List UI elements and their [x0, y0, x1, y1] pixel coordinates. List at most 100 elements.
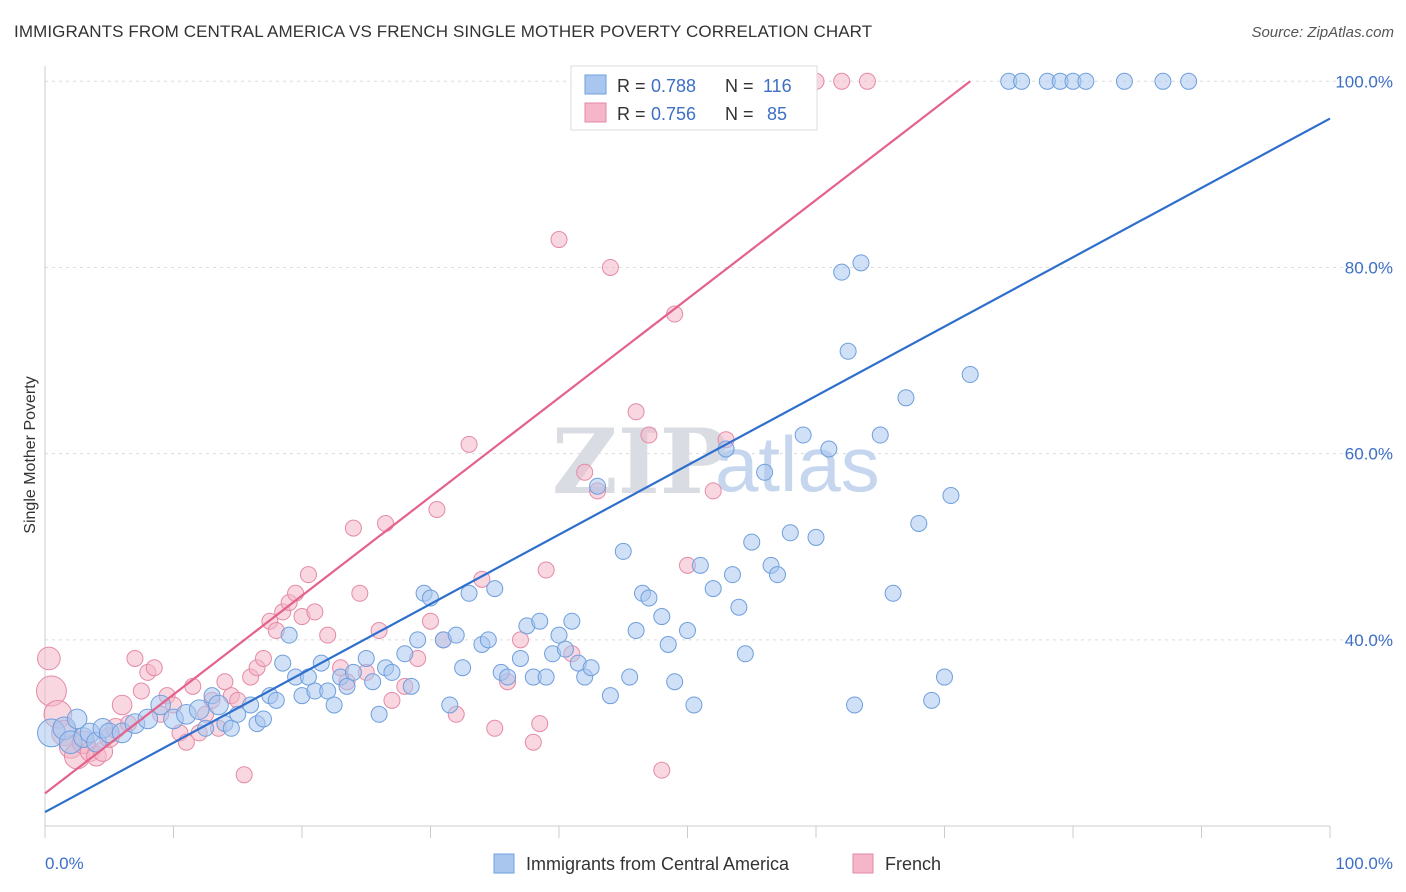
point-french — [524, 733, 542, 751]
point-central-america — [222, 719, 240, 737]
point-central-america — [1013, 72, 1031, 90]
point-central-america — [550, 626, 568, 644]
point-central-america — [884, 584, 902, 602]
point-central-america — [460, 584, 478, 602]
point-central-america — [833, 263, 851, 281]
point-central-america — [267, 691, 285, 709]
grid — [45, 80, 1392, 641]
chart-title: IMMIGRANTS FROM CENTRAL AMERICA VS FRENC… — [14, 22, 873, 41]
point-central-america — [653, 608, 671, 626]
y-tick-labels: 40.0% 60.0% 80.0% 100.0% — [1335, 72, 1393, 650]
point-french — [640, 426, 658, 444]
point-central-america — [942, 487, 960, 505]
stats-legend-swatch-blue — [584, 74, 607, 95]
point-french — [111, 694, 133, 716]
point-central-america — [807, 528, 825, 546]
point-central-america — [936, 668, 953, 686]
y-tick-label: 60.0% — [1345, 445, 1393, 464]
point-central-america — [820, 440, 838, 458]
point-french — [422, 612, 439, 630]
point-central-america — [531, 612, 549, 630]
point-central-america — [454, 659, 472, 677]
point-central-america — [736, 645, 754, 663]
point-central-america — [370, 705, 388, 723]
point-central-america — [923, 691, 941, 709]
point-central-america — [556, 640, 574, 658]
point-french — [145, 659, 163, 677]
watermark-zip: ZIP — [552, 409, 727, 515]
point-central-america — [208, 694, 229, 716]
x-tick-label-end: 100.0% — [1335, 854, 1393, 873]
point-central-america — [1180, 72, 1198, 90]
point-french — [537, 561, 555, 579]
point-central-america — [357, 649, 375, 667]
point-central-america — [344, 663, 362, 681]
point-central-america — [589, 477, 607, 495]
y-tick-label: 40.0% — [1345, 631, 1393, 650]
point-central-america — [621, 668, 639, 686]
point-central-america — [666, 673, 684, 691]
point-french — [833, 72, 851, 90]
point-central-america — [402, 677, 420, 695]
point-central-america — [1154, 72, 1172, 90]
stats-legend-box — [570, 65, 818, 131]
point-french — [344, 519, 362, 537]
point-french — [550, 231, 568, 249]
y-tick-label: 100.0% — [1335, 72, 1393, 91]
point-central-america — [601, 687, 619, 705]
point-central-america — [679, 622, 696, 640]
point-french — [37, 646, 61, 671]
point-french — [126, 649, 144, 667]
point-central-america — [685, 696, 703, 714]
trend-line-central-america — [44, 117, 1331, 814]
point-french — [306, 603, 324, 621]
x-tick-labels: 0.0% 100.0% — [45, 854, 1393, 873]
legend-swatch-french — [852, 853, 874, 874]
point-central-america — [511, 649, 529, 667]
point-french — [627, 403, 645, 421]
point-central-america — [723, 566, 741, 584]
point-central-america — [499, 668, 517, 686]
point-central-america — [188, 699, 210, 720]
point-french — [576, 463, 594, 481]
point-central-america — [846, 696, 864, 714]
point-central-america — [691, 556, 709, 574]
stats-r-label-2: R = — [617, 104, 646, 124]
point-central-america — [396, 645, 414, 663]
point-french — [216, 673, 234, 691]
point-central-america — [274, 654, 292, 672]
source-credit: Source: ZipAtlas.com — [1251, 24, 1394, 41]
point-central-america — [137, 708, 159, 730]
point-french — [653, 761, 671, 779]
point-french — [235, 766, 253, 784]
point-french — [299, 566, 317, 584]
point-central-america — [659, 635, 677, 653]
point-french — [486, 719, 504, 737]
stats-r-value-2: 0.756 — [651, 104, 696, 124]
legend-label-central-america: Immigrants from Central America — [526, 854, 790, 874]
point-central-america — [839, 342, 857, 360]
point-french — [704, 482, 722, 500]
point-french — [428, 501, 446, 519]
stats-r-label-1: R = — [617, 76, 646, 96]
point-central-america — [383, 663, 401, 681]
point-central-america — [338, 677, 356, 695]
point-central-america — [364, 673, 382, 691]
point-central-america — [640, 589, 658, 607]
point-central-america — [614, 542, 632, 560]
point-central-america — [1077, 72, 1095, 90]
stats-r-value-1: 0.788 — [651, 76, 696, 96]
point-central-america — [910, 514, 928, 532]
stats-n-value-2: 85 — [767, 104, 787, 124]
point-central-america — [319, 682, 337, 700]
point-central-america — [768, 566, 786, 584]
point-french — [383, 691, 401, 709]
point-central-america — [794, 426, 812, 444]
point-central-america — [325, 696, 343, 714]
point-central-america — [537, 668, 555, 686]
point-central-america — [486, 580, 504, 598]
stats-legend: R = 0.788 N = 116 R = 0.756 N = 85 — [570, 65, 818, 131]
point-central-america — [582, 659, 600, 677]
point-central-america — [627, 622, 645, 640]
